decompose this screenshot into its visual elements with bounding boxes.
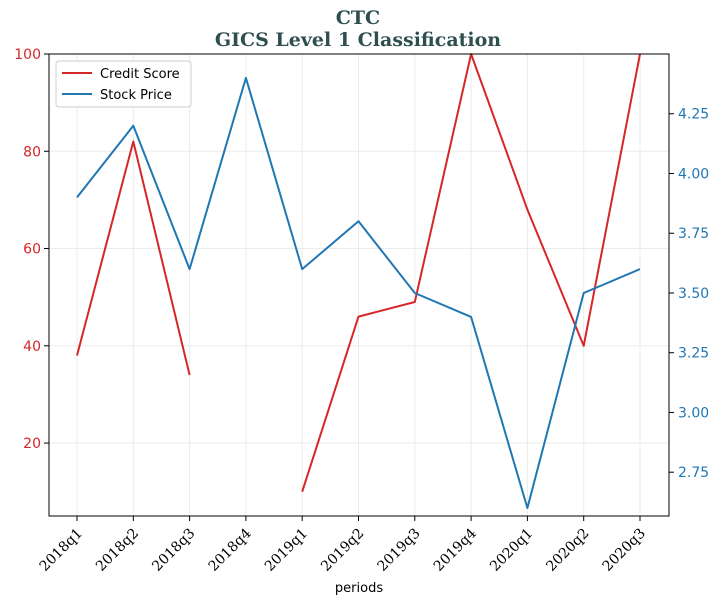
y-left-tick-label: 80 [23, 144, 41, 160]
y-right-tick-label: 3.50 [678, 286, 709, 302]
y-right-tick-label: 2.75 [678, 465, 709, 481]
x-tick-label: 2019q1 [262, 526, 311, 575]
grid-layer [49, 54, 669, 516]
x-tick-label: 2020q1 [487, 526, 536, 575]
x-tick-label: 2019q4 [431, 525, 480, 574]
y-left-tick-label: 60 [23, 242, 41, 258]
legend-label-stock-price: Stock Price [100, 88, 172, 103]
legend-label-credit-score: Credit Score [100, 67, 180, 82]
x-tick-label: 2019q2 [318, 526, 367, 575]
y-left-tick-label: 40 [23, 339, 41, 355]
x-tick-label: 2018q3 [149, 526, 198, 575]
y-right-tick-label: 3.00 [678, 405, 709, 421]
chart-title: CTC [336, 7, 380, 29]
x-tick-label: 2018q1 [37, 526, 86, 575]
x-tick-label: 2019q3 [374, 526, 423, 575]
y-right-tick-label: 3.75 [678, 226, 709, 242]
y-left-tick-label: 20 [23, 436, 41, 452]
x-tick-label: 2018q2 [93, 526, 142, 575]
x-tick-label: 2018q4 [206, 525, 255, 574]
y-right-tick-label: 4.25 [678, 107, 709, 123]
x-axis-label: periods [335, 581, 383, 596]
legend: Credit Score Stock Price [56, 61, 191, 107]
x-tick-label: 2020q2 [543, 526, 592, 575]
x-tick-label: 2020q3 [600, 526, 649, 575]
y-right-tick-label: 3.25 [678, 346, 709, 362]
y-left-tick-label: 100 [14, 47, 41, 63]
chart-subtitle: GICS Level 1 Classification [215, 29, 501, 51]
y-right-tick-label: 4.00 [678, 166, 709, 182]
